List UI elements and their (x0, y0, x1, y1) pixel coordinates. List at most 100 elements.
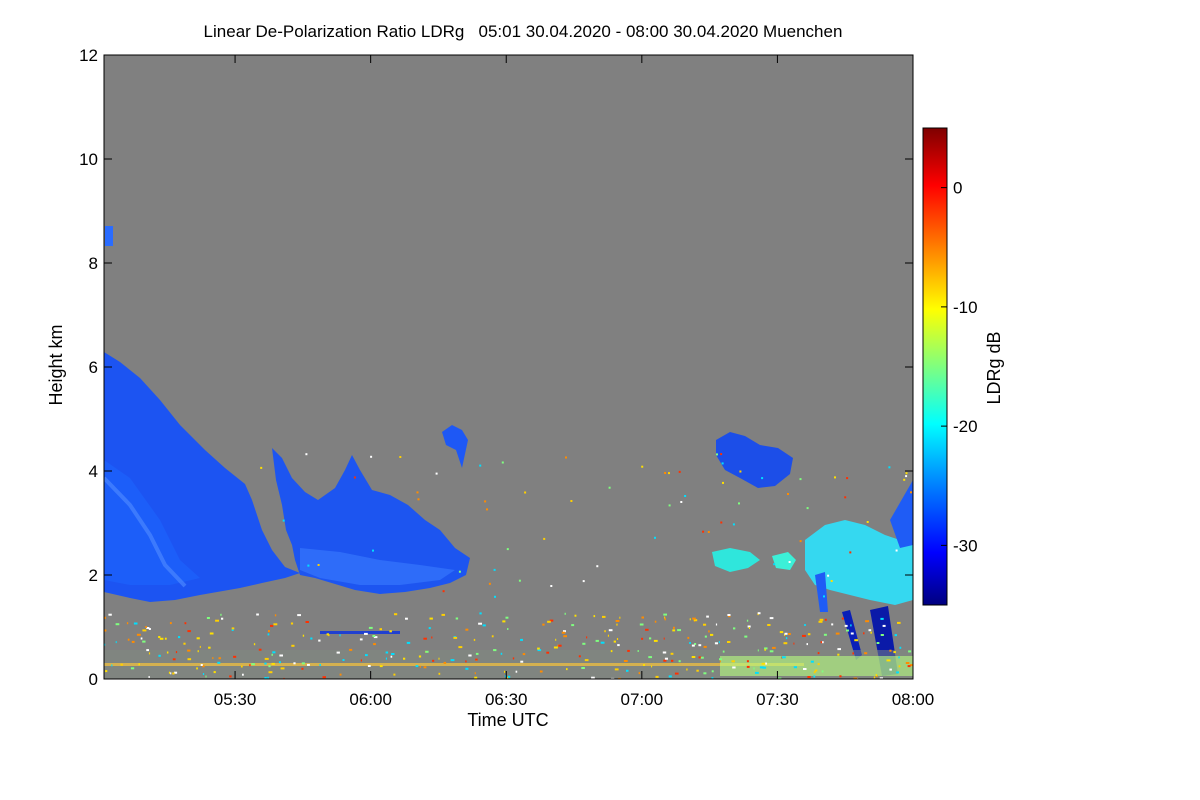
noise-pixel (689, 642, 691, 644)
noise-pixel (120, 663, 123, 666)
noise-pixel (301, 662, 305, 665)
noise-pixel (673, 626, 675, 629)
noise-pixel (806, 507, 809, 510)
noise-pixel (608, 486, 611, 489)
noise-pixel (301, 667, 304, 670)
noise-pixel (164, 637, 167, 640)
noise-pixel (897, 621, 901, 624)
noise-pixel (875, 674, 878, 677)
noise-pixel (686, 668, 688, 671)
noise-pixel (283, 677, 285, 679)
noise-pixel (879, 677, 883, 679)
noise-pixel (627, 649, 630, 652)
noise-pixel (168, 671, 171, 674)
noise-pixel (158, 636, 161, 638)
noise-pixel (565, 456, 567, 459)
noise-pixel (670, 652, 674, 655)
noise-pixel (744, 635, 748, 638)
noise-pixel (202, 665, 205, 668)
noise-pixel (664, 616, 666, 619)
noise-pixel (746, 619, 749, 622)
noise-pixel (169, 622, 172, 625)
noise-pixel (757, 612, 761, 615)
y-tick-label: 4 (89, 462, 98, 481)
x-tick-label: 08:00 (892, 690, 935, 709)
noise-pixel (429, 617, 433, 620)
noise-pixel (213, 671, 216, 674)
noise-pixel (126, 622, 129, 625)
noise-pixel (349, 648, 353, 651)
noise-pixel (894, 634, 897, 637)
noise-pixel (140, 637, 143, 640)
noise-pixel (370, 455, 373, 458)
noise-pixel (251, 663, 255, 666)
noise-pixel (493, 649, 497, 652)
noise-pixel (715, 623, 718, 626)
noise-pixel (708, 630, 710, 633)
noise-pixel (846, 629, 849, 632)
noise-pixel (199, 645, 201, 648)
noise-pixel (593, 615, 596, 618)
noise-pixel (837, 653, 840, 656)
echo-precip-streak-1 (842, 610, 862, 660)
noise-pixel (721, 462, 724, 465)
noise-pixel (479, 464, 482, 467)
noise-pixel (520, 660, 524, 663)
noise-pixel (278, 661, 281, 664)
noise-pixel (326, 633, 329, 636)
noise-pixel (166, 651, 169, 654)
noise-pixel (297, 614, 301, 617)
noise-pixel (290, 622, 294, 625)
noise-pixel (788, 633, 791, 635)
noise-pixel (714, 642, 718, 645)
noise-pixel (748, 627, 750, 629)
noise-pixel (197, 650, 199, 653)
noise-pixel (474, 672, 476, 675)
x-tick-label: 07:30 (756, 690, 799, 709)
x-axis-title: Time UTC (467, 710, 548, 730)
noise-pixel (260, 466, 263, 469)
noise-pixel (432, 659, 435, 662)
noise-pixel (279, 654, 283, 657)
noise-pixel (868, 629, 872, 632)
noise-pixel (687, 636, 690, 639)
noise-pixel (307, 564, 310, 567)
noise-pixel (438, 672, 441, 675)
noise-pixel (834, 476, 836, 479)
colorbar-axis: 0 -10 -20 -30 (941, 179, 978, 555)
noise-pixel (898, 656, 900, 659)
noise-pixel (678, 470, 681, 473)
noise-pixel (802, 634, 806, 637)
noise-pixel (909, 664, 913, 667)
noise-pixel (146, 649, 149, 652)
noise-pixel (755, 671, 759, 674)
noise-pixel (504, 675, 506, 678)
noise-pixel (415, 665, 419, 668)
noise-pixel (711, 677, 714, 679)
noise-pixel (550, 585, 553, 587)
y-tick-label: 0 (89, 670, 98, 689)
noise-pixel (282, 519, 285, 522)
echo-layers (104, 226, 913, 679)
noise-pixel (761, 662, 766, 665)
noise-pixel (423, 637, 427, 640)
noise-pixel (781, 656, 786, 659)
noise-pixel (501, 461, 504, 464)
noise-pixel (591, 676, 595, 679)
noise-pixel (738, 502, 740, 505)
noise-pixel (700, 656, 704, 659)
noise-pixel (873, 676, 876, 679)
noise-pixel (305, 621, 309, 623)
noise-pixel (677, 629, 681, 632)
noise-pixel (273, 623, 278, 626)
noise-pixel (428, 627, 431, 630)
noise-pixel (249, 664, 251, 667)
noise-pixel (175, 651, 178, 654)
noise-pixel (672, 629, 676, 632)
colorbar-title: LDRg dB (984, 331, 1004, 404)
noise-pixel (704, 635, 707, 638)
noise-pixel (880, 617, 884, 620)
echo-small-cloud (442, 425, 468, 468)
noise-pixel (196, 637, 200, 640)
noise-pixel (484, 500, 487, 503)
